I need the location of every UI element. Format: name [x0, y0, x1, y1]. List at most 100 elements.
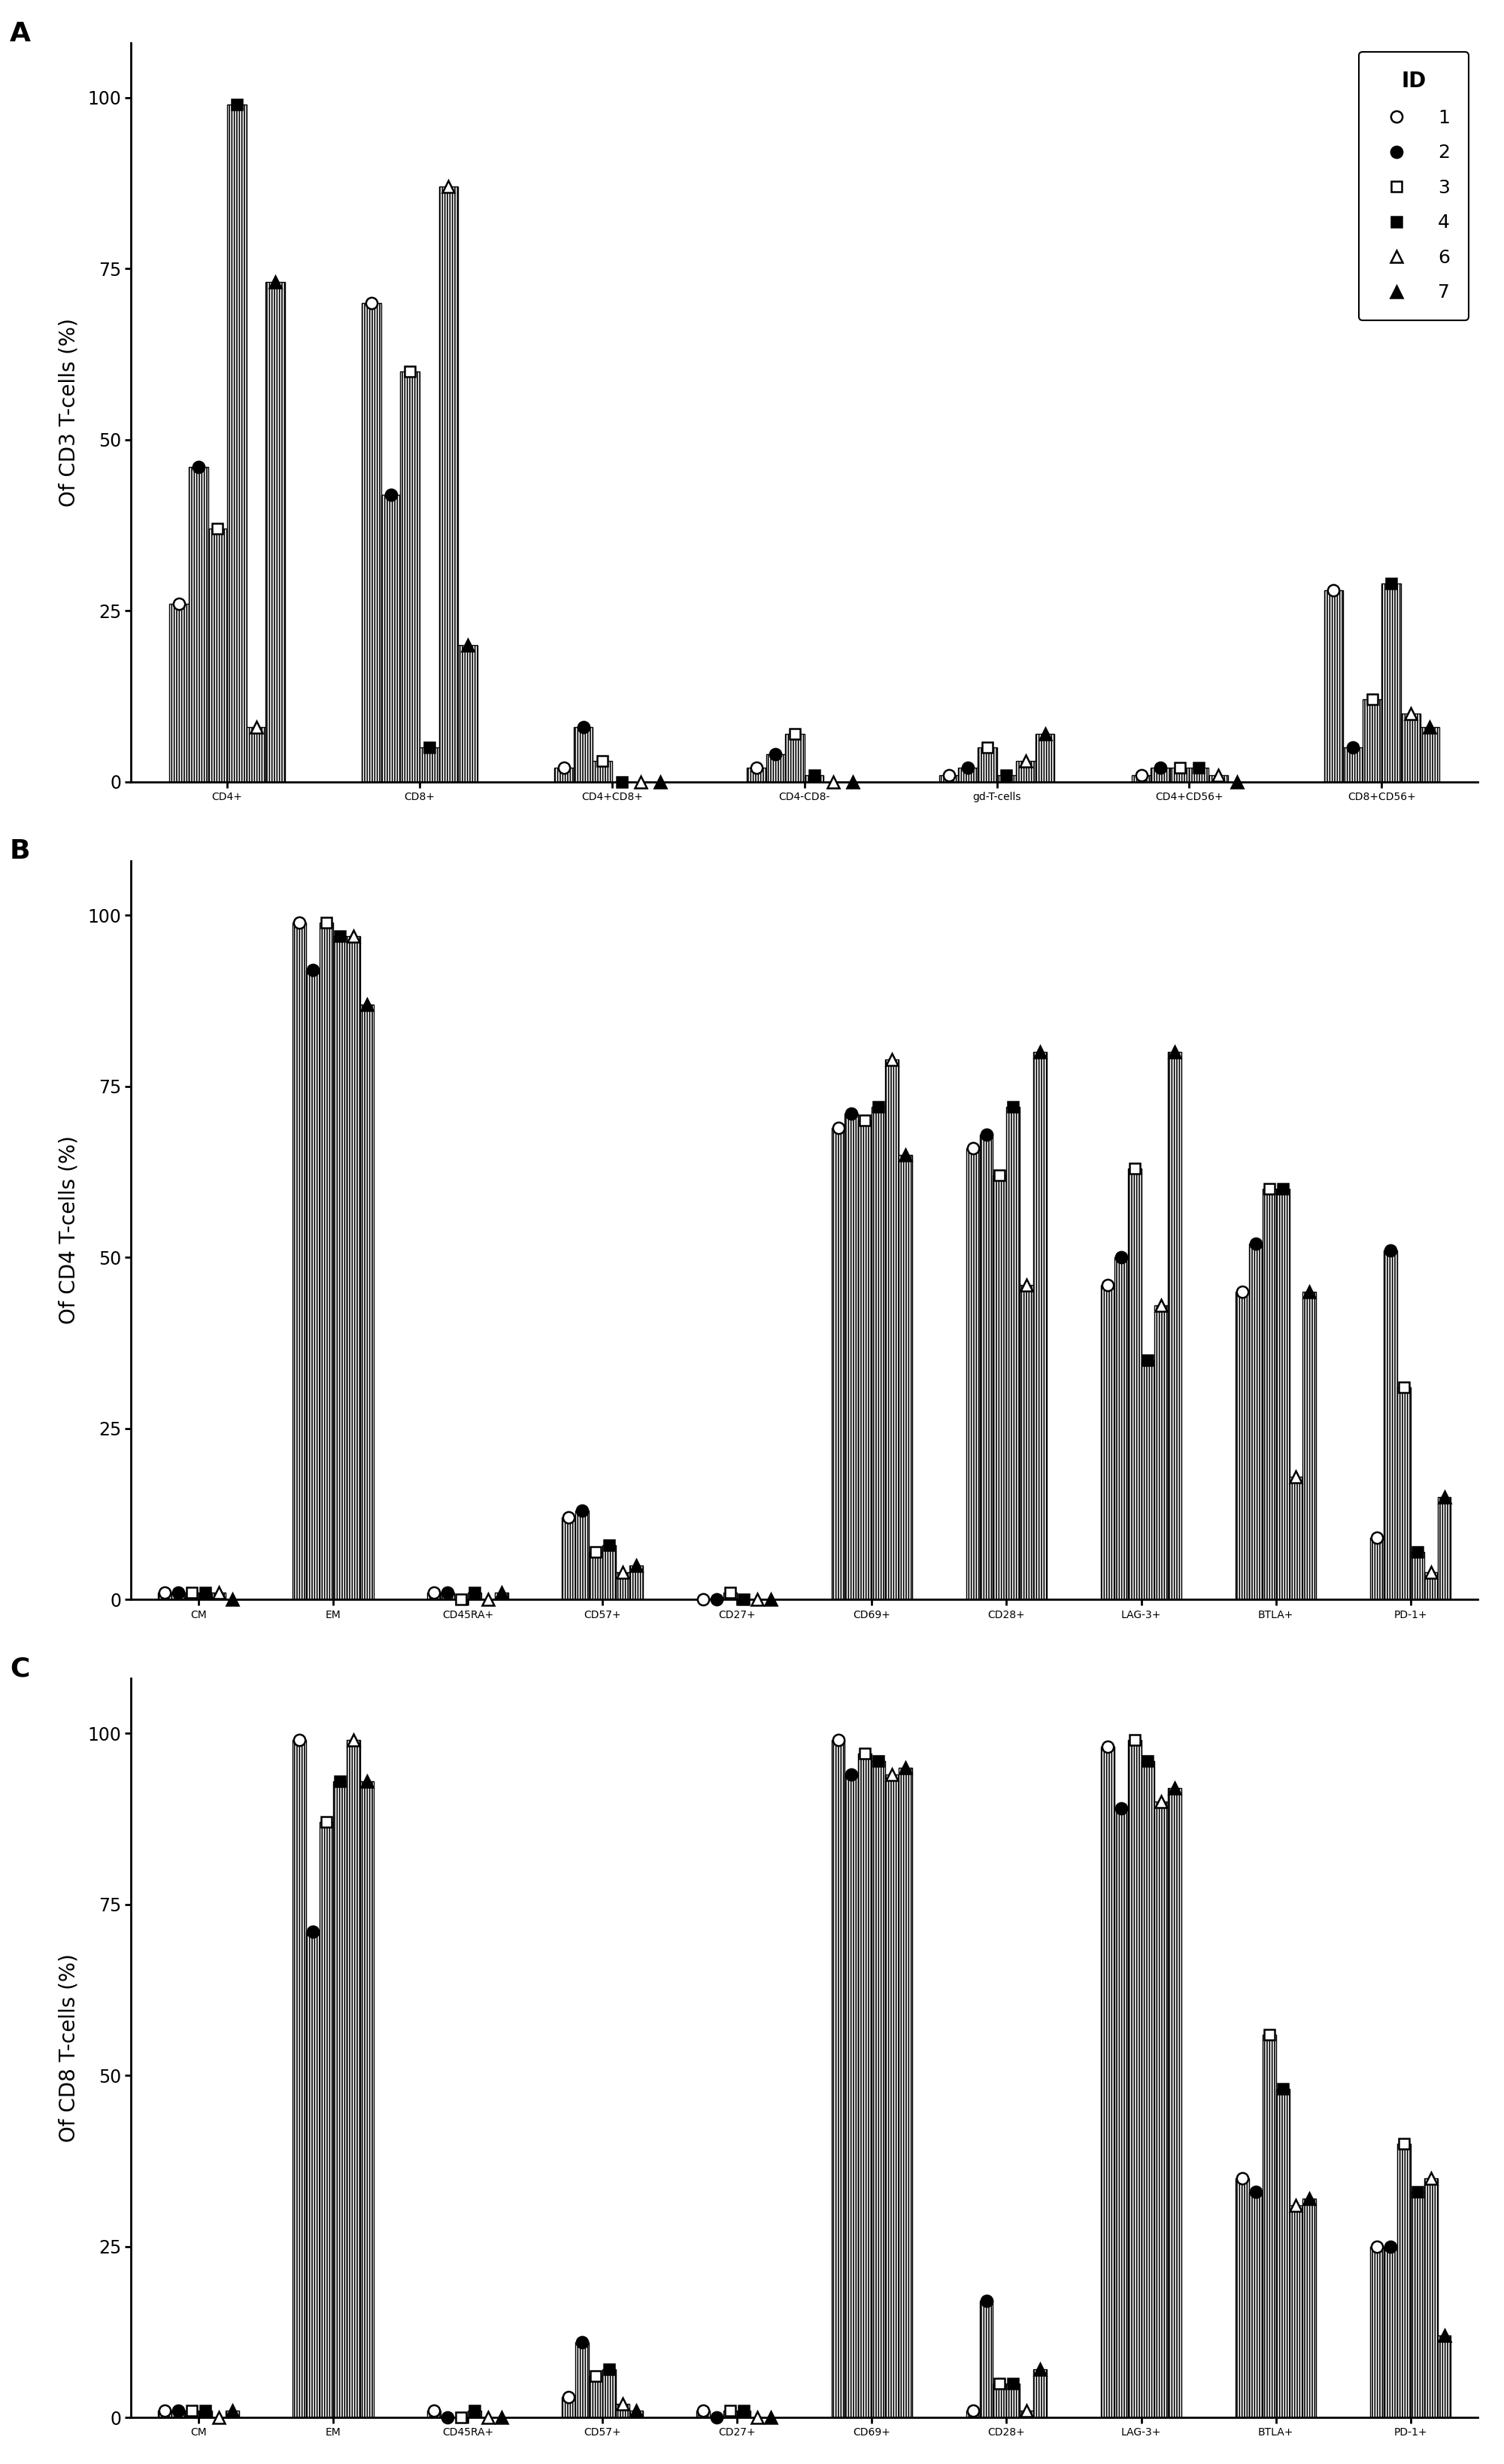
- Bar: [1190, 769, 1209, 781]
- Bar: [1017, 761, 1035, 781]
- Bar: [562, 1518, 576, 1599]
- Bar: [766, 754, 785, 781]
- Bar: [1411, 2190, 1424, 2417]
- Bar: [979, 2301, 993, 2417]
- Bar: [576, 1510, 590, 1599]
- Bar: [247, 727, 266, 781]
- Y-axis label: Of CD4 T-cells (%): Of CD4 T-cells (%): [59, 1136, 80, 1326]
- Bar: [899, 1767, 913, 2417]
- Bar: [886, 1774, 899, 2417]
- Bar: [1020, 2410, 1033, 2417]
- Bar: [212, 1592, 226, 1599]
- Bar: [171, 2410, 185, 2417]
- Bar: [226, 2410, 239, 2417]
- Bar: [359, 1781, 373, 2417]
- Bar: [307, 1932, 319, 2417]
- Bar: [1424, 2178, 1438, 2417]
- Bar: [723, 2410, 737, 2417]
- Bar: [1155, 1306, 1169, 1599]
- Bar: [441, 1592, 454, 1599]
- Bar: [468, 2410, 481, 2417]
- Bar: [617, 1572, 629, 1599]
- Bar: [1262, 2035, 1275, 2417]
- Bar: [1209, 774, 1227, 781]
- Bar: [427, 1592, 441, 1599]
- Bar: [966, 2410, 979, 2417]
- Bar: [1262, 1190, 1275, 1599]
- Bar: [1101, 1747, 1114, 2417]
- Bar: [993, 1175, 1006, 1599]
- Bar: [266, 283, 284, 781]
- Bar: [1128, 1168, 1142, 1599]
- Y-axis label: Of CD8 T-cells (%): Of CD8 T-cells (%): [59, 1954, 80, 2141]
- Bar: [171, 1592, 185, 1599]
- Bar: [199, 1592, 212, 1599]
- Bar: [845, 1114, 859, 1599]
- Bar: [199, 2410, 212, 2417]
- Bar: [1101, 1284, 1114, 1599]
- Bar: [1169, 1789, 1182, 2417]
- Bar: [319, 922, 332, 1599]
- Bar: [1302, 2198, 1316, 2417]
- Bar: [362, 303, 381, 781]
- Bar: [1370, 2247, 1384, 2417]
- Bar: [1235, 2178, 1248, 2417]
- Bar: [1235, 1291, 1248, 1599]
- Bar: [555, 769, 573, 781]
- Bar: [1397, 1387, 1411, 1599]
- Bar: [958, 769, 978, 781]
- Bar: [185, 1592, 199, 1599]
- Bar: [737, 2410, 750, 2417]
- Bar: [185, 2410, 199, 2417]
- Bar: [188, 468, 208, 781]
- Text: C: C: [11, 1656, 30, 1683]
- Bar: [227, 103, 247, 781]
- Bar: [307, 971, 319, 1599]
- Bar: [1324, 591, 1343, 781]
- Bar: [1131, 774, 1151, 781]
- Bar: [1142, 1360, 1155, 1599]
- Bar: [562, 2397, 576, 2417]
- Bar: [993, 2383, 1006, 2417]
- Bar: [1424, 1572, 1438, 1599]
- Bar: [872, 1762, 886, 2417]
- Bar: [1142, 1762, 1155, 2417]
- Bar: [859, 1121, 872, 1599]
- Bar: [1006, 2383, 1020, 2417]
- Bar: [1382, 584, 1400, 781]
- Bar: [576, 2343, 590, 2417]
- Bar: [1170, 769, 1190, 781]
- Bar: [1411, 1552, 1424, 1599]
- Bar: [1400, 712, 1420, 781]
- Bar: [1384, 1252, 1397, 1599]
- Bar: [468, 1592, 481, 1599]
- Bar: [1248, 1244, 1262, 1599]
- Bar: [590, 1552, 603, 1599]
- Bar: [886, 1060, 899, 1599]
- Y-axis label: Of CD3 T-cells (%): Of CD3 T-cells (%): [59, 318, 80, 508]
- Bar: [573, 727, 593, 781]
- Bar: [208, 530, 227, 781]
- Bar: [1384, 2247, 1397, 2417]
- Bar: [346, 936, 359, 1599]
- Bar: [1114, 1257, 1128, 1599]
- Bar: [746, 769, 766, 781]
- Bar: [617, 2405, 629, 2417]
- Bar: [978, 747, 997, 781]
- Bar: [1438, 1498, 1451, 1599]
- Bar: [346, 1740, 359, 2417]
- Bar: [845, 1774, 859, 2417]
- Bar: [1370, 1538, 1384, 1599]
- Bar: [629, 2410, 642, 2417]
- Bar: [439, 187, 459, 781]
- Bar: [603, 1545, 617, 1599]
- Bar: [158, 1592, 171, 1599]
- Bar: [1033, 2370, 1047, 2417]
- Bar: [420, 747, 439, 781]
- Bar: [832, 1740, 845, 2417]
- Bar: [997, 774, 1017, 781]
- Bar: [1248, 2190, 1262, 2417]
- Bar: [1155, 1801, 1169, 2417]
- Bar: [603, 2370, 617, 2417]
- Bar: [785, 734, 805, 781]
